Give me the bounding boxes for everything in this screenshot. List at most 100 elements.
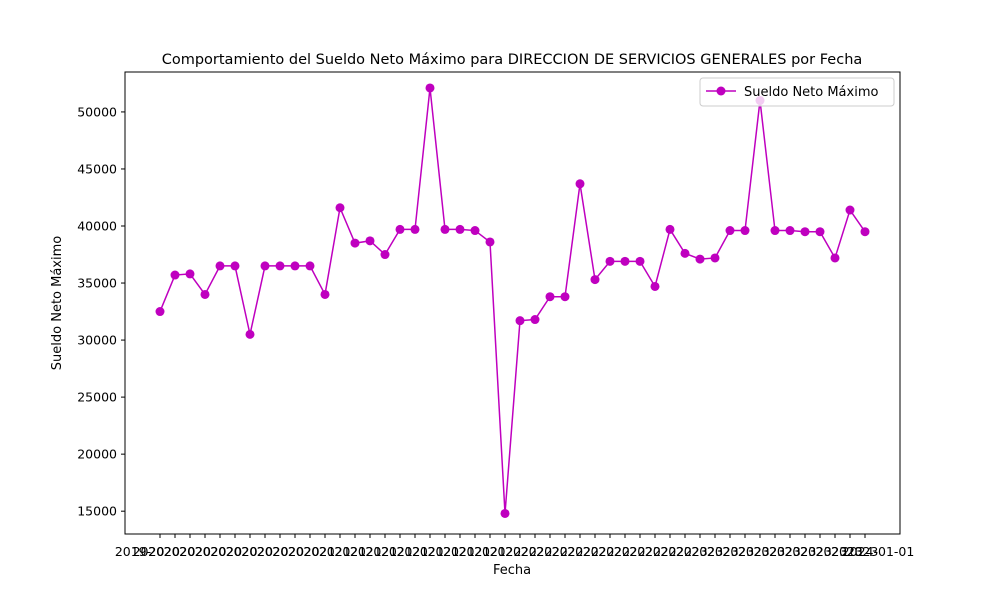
x-tick-label: 2022 — [660, 544, 692, 559]
x-tick-label: 2023 — [816, 544, 848, 559]
data-point-29 — [590, 275, 600, 285]
y-axis-label: Sueldo Neto Máximo — [50, 236, 65, 370]
x-tick-label: 2020 — [179, 544, 211, 559]
data-point-24 — [515, 316, 525, 326]
x-tick-label: 2022 — [505, 544, 537, 559]
x-tick-label: 2021 — [428, 544, 460, 559]
x-tick-label: 2022 — [567, 544, 599, 559]
y-tick-label: 50000 — [77, 104, 117, 119]
x-tick-label: 2021 — [334, 544, 366, 559]
legend-marker-swatch — [716, 86, 726, 96]
data-point-13 — [350, 238, 360, 248]
data-point-32 — [635, 256, 645, 266]
x-tick-label: 2020 — [241, 544, 273, 559]
data-point-25 — [530, 315, 540, 325]
y-tick-label: 40000 — [77, 219, 117, 234]
data-point-9 — [290, 261, 300, 271]
data-point-6 — [245, 329, 255, 339]
data-point-23 — [500, 508, 510, 518]
x-tick-label: 2022 — [614, 544, 646, 559]
y-axis: 15000 20000 25000 30000 35000 40000 45000 50000 — [77, 104, 125, 519]
x-tick-label: 2023 — [738, 544, 770, 559]
data-point-16 — [395, 224, 405, 234]
series-line — [159, 87, 866, 514]
x-tick-label: 2020 — [164, 544, 196, 559]
x-tick-label: 2023 — [753, 544, 785, 559]
x-tick-label: 2023 — [691, 544, 723, 559]
y-tick-label: 25000 — [77, 390, 117, 405]
legend-entry-label: Sueldo Neto Máximo — [744, 85, 878, 100]
data-point-17 — [410, 224, 420, 234]
x-tick-label: 2024-01-01 — [842, 544, 915, 559]
data-point-33 — [650, 281, 660, 291]
data-point-2 — [185, 269, 195, 279]
data-point-31 — [620, 256, 630, 266]
data-point-12 — [335, 203, 345, 213]
x-tick-label: 2023 — [722, 544, 754, 559]
data-point-19 — [440, 224, 450, 234]
x-axis-label: Fecha — [493, 563, 531, 578]
x-axis: 2019-20202020202020202020202020202020202… — [115, 534, 914, 559]
data-point-45 — [830, 253, 840, 263]
data-point-46 — [845, 205, 855, 215]
data-point-36 — [695, 254, 705, 264]
data-point-10 — [305, 261, 315, 271]
series-layer — [155, 83, 870, 518]
x-tick-label: 2022 — [521, 544, 553, 559]
data-point-28 — [575, 179, 585, 189]
x-tick-label: 2022 — [583, 544, 615, 559]
x-tick-label: 2021 — [303, 544, 335, 559]
data-point-41 — [770, 226, 780, 236]
x-tick-label: 2021 — [443, 544, 475, 559]
x-tick-label: 2022 — [490, 544, 522, 559]
x-tick-label: 2022 — [536, 544, 568, 559]
x-tick-label: 2021 — [412, 544, 444, 559]
x-tick-label: 2022 — [598, 544, 630, 559]
x-tick-label: 2022 — [552, 544, 584, 559]
x-tick-label: 2020 — [210, 544, 242, 559]
x-tick-label: 2022 — [645, 544, 677, 559]
chart-title: Comportamiento del Sueldo Neto Máximo pa… — [162, 52, 863, 68]
data-point-30 — [605, 256, 615, 266]
x-tick-label: 2023 — [707, 544, 739, 559]
x-tick-label: 2020 — [288, 544, 320, 559]
x-tick-label: 2021 — [381, 544, 413, 559]
data-point-1 — [170, 270, 180, 280]
data-point-35 — [680, 248, 690, 258]
y-tick-label: 15000 — [77, 504, 117, 519]
data-point-4 — [215, 261, 225, 271]
data-point-0 — [155, 307, 165, 317]
x-tick-label: 2021 — [350, 544, 382, 559]
x-tick-label: 2020 — [148, 544, 180, 559]
plot-area — [124, 71, 901, 535]
data-point-26 — [545, 292, 555, 302]
data-point-43 — [800, 227, 810, 237]
data-point-3 — [200, 289, 210, 299]
legend: Sueldo Neto Máximo — [699, 77, 895, 107]
data-point-7 — [260, 261, 270, 271]
x-tick-label: 2022 — [629, 544, 661, 559]
data-point-21 — [470, 226, 480, 236]
data-point-37 — [710, 253, 720, 263]
data-point-18 — [425, 83, 435, 93]
data-point-42 — [785, 226, 795, 236]
y-tick-label: 30000 — [77, 333, 117, 348]
x-tick-label: 2023 — [784, 544, 816, 559]
y-tick-label: 45000 — [77, 161, 117, 176]
data-point-39 — [740, 226, 750, 236]
x-tick-label: 2021 — [365, 544, 397, 559]
x-tick-label: 2023 — [847, 544, 879, 559]
x-tick-label: 2021 — [319, 544, 351, 559]
x-tick-label: 2020 — [272, 544, 304, 559]
x-tick-label: 2020 — [195, 544, 227, 559]
data-point-5 — [230, 261, 240, 271]
y-tick-label: 35000 — [77, 276, 117, 291]
y-tick-label: 20000 — [77, 447, 117, 462]
data-point-20 — [455, 224, 465, 234]
data-point-44 — [815, 227, 825, 237]
x-tick-label: 2020 — [226, 544, 258, 559]
legend-box — [699, 77, 895, 107]
data-point-47 — [860, 227, 870, 237]
data-point-34 — [665, 224, 675, 234]
